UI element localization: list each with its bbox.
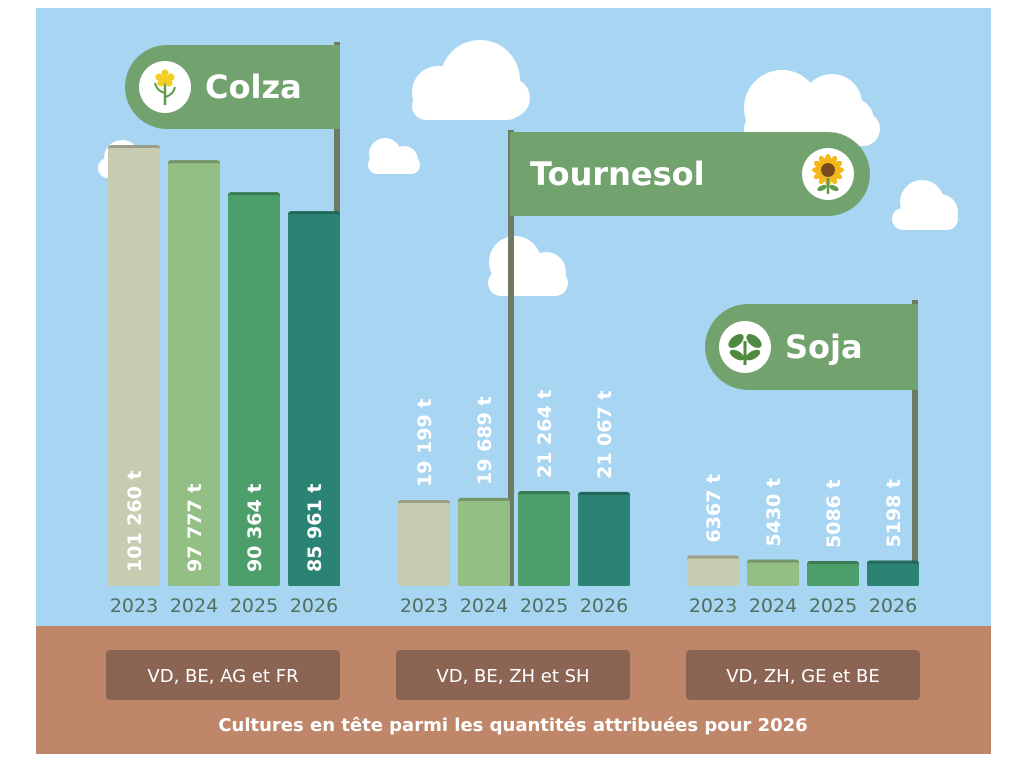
bar-tournesol-2023 — [398, 502, 450, 586]
region-label: VD, ZH, GE et BE — [726, 666, 880, 687]
bar-value-label: 19 199 t — [414, 399, 436, 487]
year-label: 2023 — [689, 595, 737, 617]
cloud — [892, 180, 958, 230]
bar-soja-2024 — [747, 562, 799, 586]
year-label: 2025 — [809, 595, 857, 617]
region-label: VD, BE, AG et FR — [147, 666, 298, 687]
bar-colza-2026 — [288, 214, 340, 586]
bar-colza-2023 — [108, 148, 160, 586]
bar-value-label: 5086 t — [823, 479, 845, 548]
bar-tournesol-2024 — [458, 500, 510, 586]
bar-value-label: 5198 t — [883, 479, 905, 548]
crop-group-colza: Colza 101 260 t 2023 97 777 t 2024 90 364 t 20… — [106, 42, 340, 700]
year-label: 2025 — [230, 595, 278, 617]
bar-tournesol-2025 — [518, 494, 570, 586]
bar-value-label: 21 067 t — [594, 390, 616, 478]
bar-value-label: 5430 t — [763, 478, 785, 547]
bar-value-label: 85 961 t — [304, 484, 326, 572]
bar-value-label: 19 689 t — [474, 396, 496, 484]
crop-name: Soja — [785, 328, 863, 366]
bar-colza-2024 — [168, 163, 220, 586]
region-label: VD, BE, ZH et SH — [436, 666, 589, 687]
crop-groups: Colza 101 260 t 2023 97 777 t 2024 90 364 t 20… — [106, 42, 920, 700]
year-label: 2023 — [110, 595, 158, 617]
crop-name: Tournesol — [530, 155, 705, 193]
year-label: 2025 — [520, 595, 568, 617]
bar-tournesol-2026 — [578, 494, 630, 586]
year-label: 2024 — [749, 595, 797, 617]
bar-value-label: 97 777 t — [184, 484, 206, 572]
rapeseed-flower-icon — [139, 61, 191, 113]
cloud — [368, 138, 420, 174]
year-label: 2024 — [460, 595, 508, 617]
bar-colza-2025 — [228, 195, 280, 587]
chart-caption: Cultures en tête parmi les quantités att… — [218, 715, 807, 736]
bar-soja-2025 — [807, 564, 859, 586]
cloud — [412, 40, 530, 120]
bar-value-label: 101 260 t — [124, 470, 146, 572]
bar-value-label: 90 364 t — [244, 484, 266, 572]
bar-value-label: 21 264 t — [534, 390, 556, 478]
bar-soja-2023 — [687, 558, 739, 586]
crop-group-tournesol: Tournesol 19 199 t 2023 19 689 t 2024 21 264 … — [396, 130, 870, 700]
year-label: 2023 — [400, 595, 448, 617]
year-label: 2026 — [290, 595, 338, 617]
flag-pole — [508, 130, 514, 586]
sunflower-icon — [802, 148, 854, 200]
region-box — [396, 650, 630, 700]
soybean-plant-icon — [719, 321, 771, 373]
flag-banner — [510, 132, 870, 216]
flag-pole — [912, 300, 918, 586]
crop-group-soja: Soja 6367 t 2023 5430 t 2024 5086 t 2025 5198 t… — [686, 300, 920, 700]
year-label: 2026 — [580, 595, 628, 617]
region-box — [686, 650, 920, 700]
crop-name: Colza — [205, 68, 302, 106]
bar-soja-2026 — [867, 563, 919, 586]
year-label: 2024 — [170, 595, 218, 617]
region-box — [106, 650, 340, 700]
bar-value-label: 6367 t — [703, 474, 725, 543]
year-label: 2026 — [869, 595, 917, 617]
